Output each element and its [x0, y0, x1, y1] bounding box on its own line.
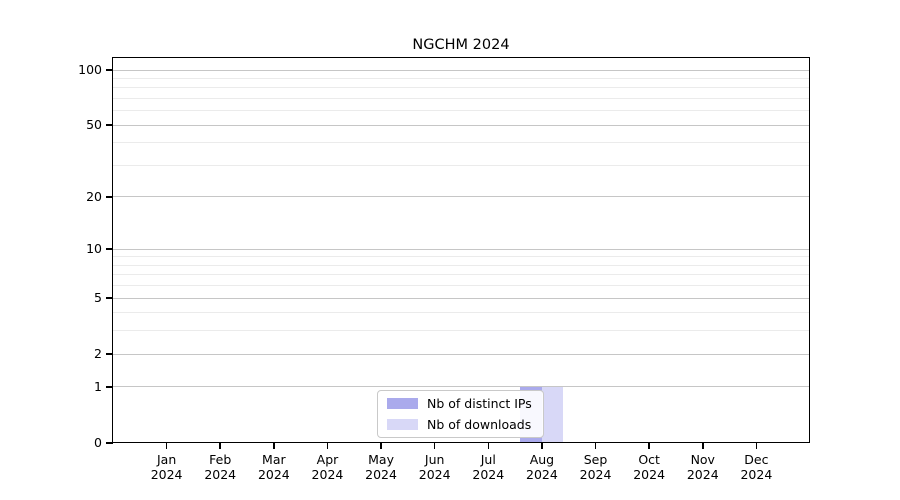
y-axis-tick-label: 100: [78, 62, 102, 77]
x-axis-tick-mark: [541, 443, 543, 449]
y-axis-tick-mark: [106, 248, 113, 250]
x-axis-tick-label: Jun 2024: [418, 452, 451, 482]
gridline-minor: [113, 77, 810, 79]
y-axis-tick-mark: [106, 386, 113, 388]
gridline-major: [113, 353, 810, 355]
chart-title: NGCHM 2024: [412, 37, 510, 53]
x-axis-tick-label: Jan 2024: [150, 452, 183, 482]
x-axis-tick-label: Jul 2024: [472, 452, 505, 482]
legend-swatch-distinct-ips-icon: [387, 398, 418, 409]
y-axis-tick-label: 0: [94, 435, 102, 450]
x-axis-tick-mark: [433, 443, 436, 449]
y-axis-tick-mark: [106, 69, 113, 71]
x-axis-tick-mark: [594, 443, 597, 449]
gridline-minor: [113, 142, 810, 144]
y-axis-tick-label: 20: [86, 188, 102, 204]
gridline-minor: [113, 164, 810, 166]
x-axis-tick-mark: [326, 443, 329, 449]
y-axis-tick-label: 10: [86, 241, 102, 257]
x-axis-tick-label: Sep 2024: [579, 452, 612, 482]
gridline-major: [113, 386, 810, 388]
x-axis-tick-mark: [273, 443, 275, 449]
legend-swatch-downloads-icon: [387, 419, 418, 430]
gridline-major: [113, 297, 810, 299]
y-axis-tick-label: 1: [94, 378, 102, 394]
legend-label-downloads: Nb of downloads: [427, 416, 532, 432]
gridline-major: [113, 124, 810, 126]
x-axis-tick-label: Oct 2024: [633, 452, 666, 482]
y-axis-tick-label: 5: [94, 290, 102, 306]
y-axis-tick-mark: [106, 124, 113, 126]
x-axis-tick-label: Dec 2024: [740, 452, 773, 482]
y-axis-tick-mark: [106, 353, 113, 355]
y-axis-tick-mark: [106, 442, 113, 444]
gridline-minor: [113, 256, 810, 258]
y-axis-tick-mark: [106, 196, 113, 198]
gridline-minor: [113, 285, 810, 287]
legend-item-distinct-ips: Nb of distinct IPs: [378, 395, 543, 413]
gridline-major: [113, 248, 810, 250]
x-axis-tick-label: Mar 2024: [257, 452, 290, 482]
legend-label-distinct-ips: Nb of distinct IPs: [427, 395, 532, 411]
x-axis-tick-label: Nov 2024: [686, 452, 719, 482]
gridline-major: [113, 69, 810, 71]
x-axis-tick-label: May 2024: [365, 452, 397, 482]
x-axis-tick-mark: [755, 443, 758, 449]
x-axis-tick-mark: [165, 443, 168, 449]
gridline-major: [113, 196, 810, 198]
y-axis-tick-label: 2: [94, 346, 102, 362]
x-axis-tick-mark: [702, 443, 704, 449]
legend-item-downloads: Nb of downloads: [378, 416, 543, 434]
x-axis-tick-label: Apr 2024: [311, 452, 344, 482]
gridline-minor: [113, 274, 810, 276]
x-axis-tick-mark: [487, 443, 490, 449]
gridline-minor: [113, 312, 810, 314]
x-axis-tick-mark: [219, 443, 221, 449]
x-axis-tick-label: Feb 2024: [204, 452, 237, 482]
x-axis-tick-label: Aug 2024: [526, 452, 558, 482]
y-axis-tick-label: 50: [86, 117, 102, 133]
gridline-minor: [113, 330, 810, 332]
x-axis-tick-mark: [648, 443, 650, 449]
y-axis-tick-mark: [106, 297, 113, 299]
gridline-minor: [113, 97, 810, 99]
legend: Nb of distinct IPs Nb of downloads: [377, 390, 544, 438]
gridline-minor: [113, 110, 810, 112]
gridline-minor: [113, 87, 810, 89]
x-axis-tick-mark: [380, 443, 382, 449]
bar-downloads: [541, 386, 564, 443]
gridline-minor: [113, 264, 810, 266]
